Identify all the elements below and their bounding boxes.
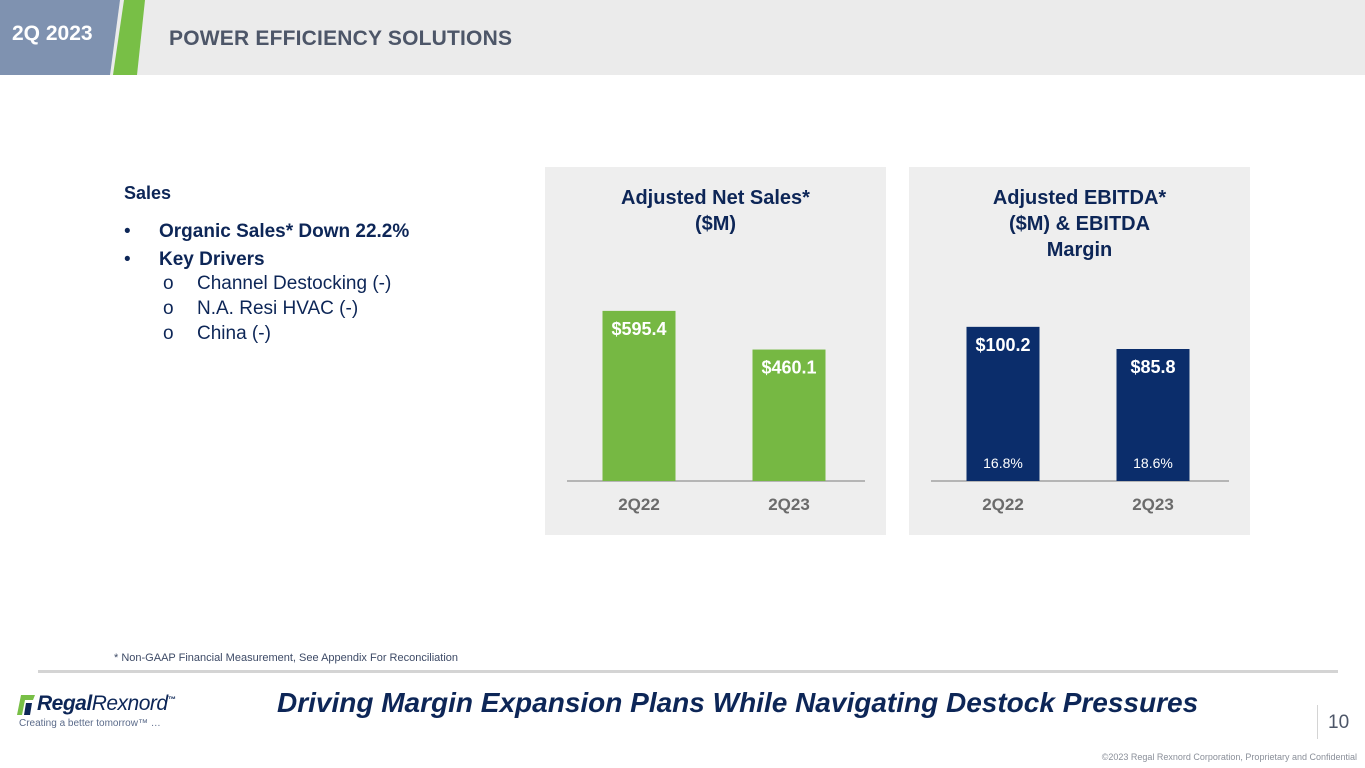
category-label: 2Q22: [982, 495, 1024, 514]
sales-heading: Sales: [124, 183, 172, 203]
net-sales-plot: $595.4 2Q22 $460.1 2Q23: [567, 310, 865, 514]
driver-text: Channel Destocking (-): [197, 273, 392, 294]
bullet-text: Organic Sales* Down 22.2%: [159, 221, 410, 242]
slide-tagline: Driving Margin Expansion Plans While Nav…: [277, 687, 1199, 718]
chart-title-line: Adjusted Net Sales*: [621, 187, 810, 209]
bullet-key-drivers: • Key Drivers: [124, 249, 409, 277]
drivers-list: o Channel Destocking (-) o N.A. Resi HVA…: [124, 273, 409, 348]
sales-summary: Sales • Organic Sales* Down 22.2% • Key …: [124, 183, 409, 348]
bullet-text: Key Drivers: [159, 249, 265, 270]
copyright-notice: ©2023 Regal Rexnord Corporation, Proprie…: [1101, 752, 1357, 762]
page-number-divider: [1317, 705, 1318, 739]
sub-bullet: o: [163, 273, 174, 294]
bar-value-label: $85.8: [1130, 357, 1175, 377]
chart-title-line: Margin: [1046, 239, 1113, 261]
logo-mark-icon: [17, 695, 35, 715]
driver-item: o N.A. Resi HVAC (-): [163, 298, 409, 323]
driver-text: N.A. Resi HVAC (-): [197, 298, 359, 319]
non-gaap-footnote: * Non-GAAP Financial Measurement, See Ap…: [114, 652, 459, 664]
margin-label: 16.8%: [983, 455, 1023, 471]
logo-word-thin: Rexnord: [91, 692, 168, 715]
ebitda-plot: $100.2 16.8% 2Q22 $85.8 18.6% 2Q23: [931, 326, 1229, 514]
page-title: POWER EFFICIENCY SOLUTIONS: [169, 27, 513, 50]
ebitda-chart-title: Adjusted EBITDA* ($M) & EBITDA Margin: [909, 185, 1250, 263]
driver-text: China (-): [197, 323, 271, 344]
category-label: 2Q23: [768, 495, 810, 514]
chart-title-line: ($M) & EBITDA: [1008, 213, 1151, 235]
ebitda-chart: $100.2 16.8% 2Q22 $85.8 18.6% 2Q23 Adjusted E…: [909, 167, 1250, 535]
logo-word-bold: Regal: [37, 692, 92, 715]
driver-item: o Channel Destocking (-): [163, 273, 409, 298]
logo-tagline: Creating a better tomorrow™ …: [19, 718, 161, 729]
period-badge-label: 2Q 2023: [12, 22, 93, 45]
chart-title-line: Adjusted EBITDA*: [992, 187, 1167, 209]
footer-divider: [38, 670, 1338, 673]
bar-value-label: $460.1: [761, 358, 816, 378]
sub-bullet: o: [163, 323, 174, 344]
bullet-dot: •: [124, 221, 131, 242]
logo-trademark: ™: [167, 695, 176, 704]
regal-rexnord-logo: RegalRexnord™ Creating a better tomorrow…: [17, 692, 187, 734]
badge-shape: [0, 0, 145, 75]
bar-value-label: $595.4: [611, 319, 666, 339]
bar-2q23: [752, 349, 826, 481]
category-label: 2Q23: [1132, 495, 1174, 514]
net-sales-chart: $595.4 2Q22 $460.1 2Q23 Adjusted Net Sales*…: [545, 167, 886, 535]
net-sales-chart-title: Adjusted Net Sales* ($M): [545, 185, 886, 237]
bar-2q23: [1116, 349, 1190, 481]
sub-bullet: o: [163, 298, 174, 319]
bullet-organic-sales: • Organic Sales* Down 22.2%: [124, 221, 409, 249]
category-label: 2Q22: [618, 495, 660, 514]
page-number: 10: [1328, 712, 1350, 733]
logo-wordmark: RegalRexnord™: [37, 692, 176, 716]
bar-2q22: [602, 310, 676, 481]
bar-2q22: [966, 326, 1040, 481]
bar-value-label: $100.2: [975, 335, 1030, 355]
driver-item: o China (-): [163, 323, 409, 348]
period-badge: 2Q 2023: [0, 0, 150, 75]
margin-label: 18.6%: [1133, 455, 1173, 471]
bullet-dot: •: [124, 249, 131, 270]
chart-title-line: ($M): [694, 213, 737, 235]
header-bar: [0, 0, 1365, 75]
